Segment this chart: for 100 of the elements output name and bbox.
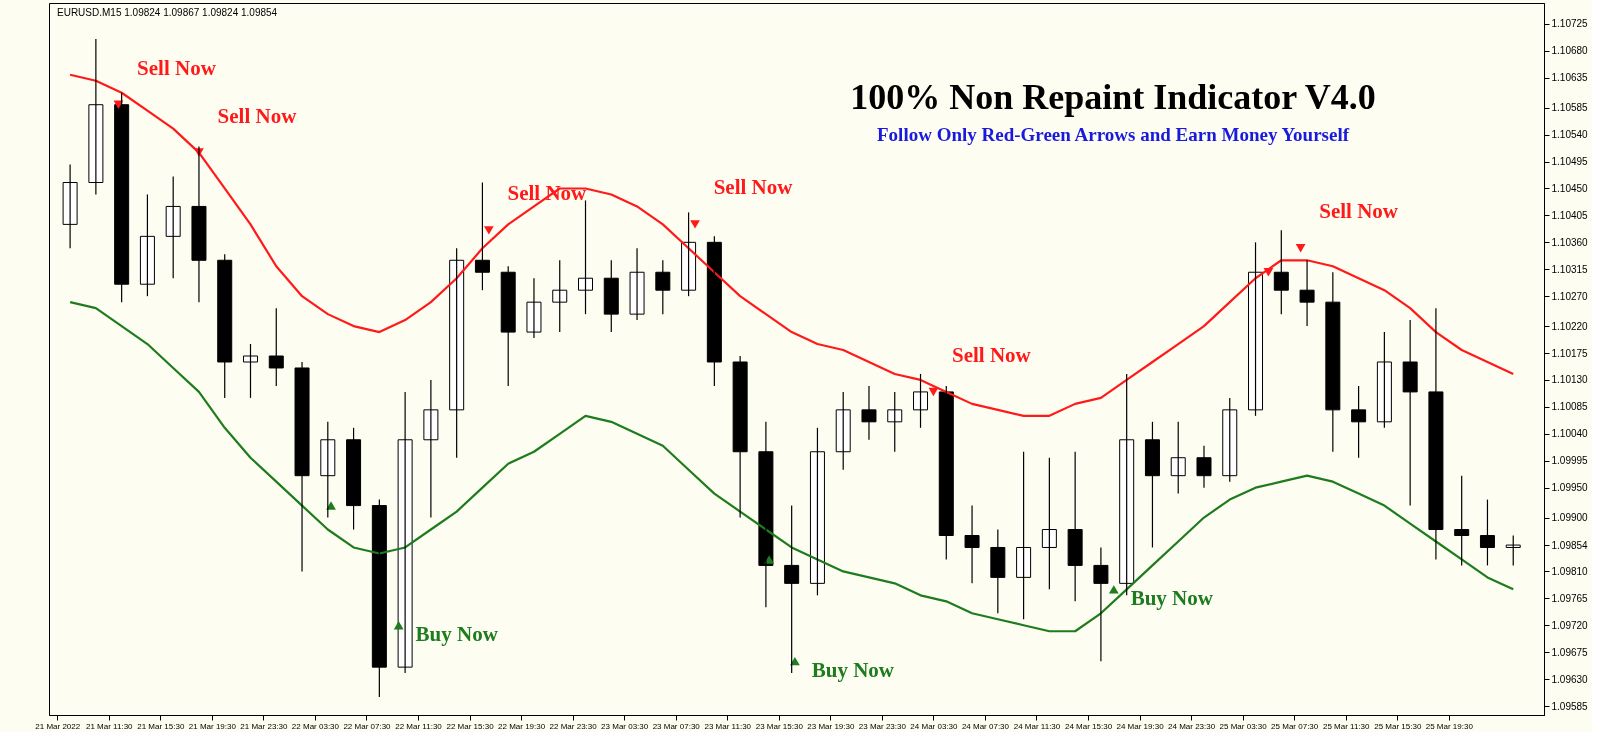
candlestick <box>1376 331 1392 429</box>
y-tick-label: 1.09854 <box>1551 539 1589 551</box>
candlestick <box>165 175 181 279</box>
y-tick-label: 1.09720 <box>1551 619 1589 631</box>
y-tick-label: 1.10040 <box>1551 428 1589 440</box>
y-tick-label: 1.09675 <box>1551 646 1589 658</box>
x-tick-label: 25 Mar 15:30 <box>1374 721 1422 731</box>
candlestick <box>1144 421 1160 549</box>
x-tick-label: 22 Mar 11:30 <box>395 721 443 731</box>
candlestick <box>1196 445 1212 489</box>
point <box>1108 585 1119 594</box>
candlestick <box>1222 397 1238 483</box>
y-tick-label: 1.10540 <box>1551 129 1589 141</box>
data-label: Sell Now <box>137 55 217 80</box>
x-tick-label: 22 Mar 19:30 <box>498 721 546 731</box>
candlestick <box>500 265 516 387</box>
candlestick <box>964 504 980 584</box>
candlestick <box>62 163 78 249</box>
candlestick <box>1351 385 1367 459</box>
candlestick <box>603 259 619 333</box>
y-tick-label: 1.09810 <box>1551 565 1589 577</box>
data-label: Buy Now <box>811 658 895 683</box>
candlestick <box>320 421 336 519</box>
annotation: EURUSD.M15 1.09824 1.09867 1.09824 1.09854 <box>57 7 278 18</box>
text: Follow Only Red-Green Arrows and Earn Money Yourself <box>876 124 1350 145</box>
point <box>484 226 494 235</box>
data-label: Sell Now <box>713 175 794 200</box>
y-tick-label: 1.10450 <box>1551 182 1589 194</box>
x-tick-label: 24 Mar 07:30 <box>961 721 1010 731</box>
candlestick <box>1067 451 1083 602</box>
y-tick-label: 1.10130 <box>1551 374 1589 386</box>
y-tick-label: 1.09950 <box>1551 482 1589 494</box>
candlestick <box>990 528 1006 614</box>
x-tick-label: 24 Mar 19:30 <box>1116 721 1165 731</box>
x-tick-label: 21 Mar 23:30 <box>240 721 288 731</box>
x-tick-label: 24 Mar 11:30 <box>1013 721 1061 731</box>
candlestick <box>88 38 104 196</box>
candlestick <box>1428 307 1444 561</box>
candlestick <box>758 421 774 608</box>
text: 100% Non Repaint Indicator V4.0 <box>850 77 1376 117</box>
candlestick <box>1325 271 1341 453</box>
point <box>326 501 336 510</box>
candlestick <box>835 391 851 471</box>
y-tick-label: 1.10315 <box>1551 263 1589 275</box>
candlestick <box>629 247 645 321</box>
candlestick <box>732 355 748 519</box>
x-tick-label: 21 Mar 19:30 <box>188 721 237 731</box>
x-tick-label: 22 Mar 23:30 <box>549 721 598 731</box>
data-label: Sell Now <box>1319 199 1399 224</box>
candlestick <box>1170 421 1186 495</box>
candlestick <box>139 193 155 297</box>
y-tick-label: 1.09585 <box>1551 700 1589 712</box>
y-tick-label: 1.10405 <box>1551 209 1589 221</box>
candlestick <box>1505 534 1521 567</box>
x-tick-label: 25 Mar 07:30 <box>1271 721 1319 731</box>
candlestick <box>526 277 542 339</box>
x-tick-label: 22 Mar 15:30 <box>446 721 495 731</box>
candlestick <box>217 253 233 399</box>
point <box>393 621 404 630</box>
y-tick-label: 1.10680 <box>1551 45 1589 57</box>
data-label: Buy Now <box>1130 586 1214 611</box>
candlestick <box>861 385 877 441</box>
y-tick-label: 1.09630 <box>1551 673 1589 685</box>
x-tick-label: 23 Mar 03:30 <box>601 721 649 731</box>
y-tick-label: 1.10585 <box>1551 102 1589 114</box>
x-tick-label: 23 Mar 15:30 <box>755 721 804 731</box>
x-tick-label: 23 Mar 07:30 <box>652 721 701 731</box>
candlestick <box>887 391 903 453</box>
candlestick <box>243 343 258 399</box>
x-tick-label: 21 Mar 15:30 <box>137 721 185 731</box>
y-tick-label: 1.09900 <box>1551 512 1589 524</box>
x-tick-label: 22 Mar 07:30 <box>343 721 392 731</box>
x-tick-label: 24 Mar 03:30 <box>910 721 959 731</box>
data-label: Sell Now <box>952 342 1032 367</box>
y-tick-label: 1.10725 <box>1551 18 1589 30</box>
y-tick-label: 1.09765 <box>1551 592 1589 604</box>
candlestick <box>552 259 568 333</box>
y-tick-label: 1.10175 <box>1551 347 1589 359</box>
x-tick-label: 25 Mar 11:30 <box>1322 721 1371 731</box>
y-tick-label: 1.10360 <box>1551 236 1589 248</box>
y-tick-label: 1.10220 <box>1551 320 1589 332</box>
y-tick-label: 1.10085 <box>1551 401 1589 413</box>
data-label: Sell Now <box>217 103 298 128</box>
candlestick <box>1016 451 1032 620</box>
candlestick <box>1479 499 1495 567</box>
x-tick-label: 21 Mar 2022 <box>35 721 81 731</box>
candlestick <box>346 427 362 531</box>
y-tick-label: 1.10495 <box>1551 156 1589 168</box>
y-tick-label: 1.10270 <box>1551 290 1589 302</box>
candlestick <box>578 199 594 315</box>
y-tick-label: 1.09995 <box>1551 455 1589 467</box>
candlestick <box>294 361 310 572</box>
candlestick <box>1299 259 1315 327</box>
x-tick-label: 23 Mar 19:30 <box>807 721 855 731</box>
x-tick-label: 23 Mar 11:30 <box>704 721 752 731</box>
x-tick-label: 23 Mar 23:30 <box>858 721 907 731</box>
data-label: Buy Now <box>415 622 499 647</box>
candlestick <box>114 92 130 303</box>
point <box>113 100 124 109</box>
y-tick-label: 1.10635 <box>1551 72 1589 84</box>
